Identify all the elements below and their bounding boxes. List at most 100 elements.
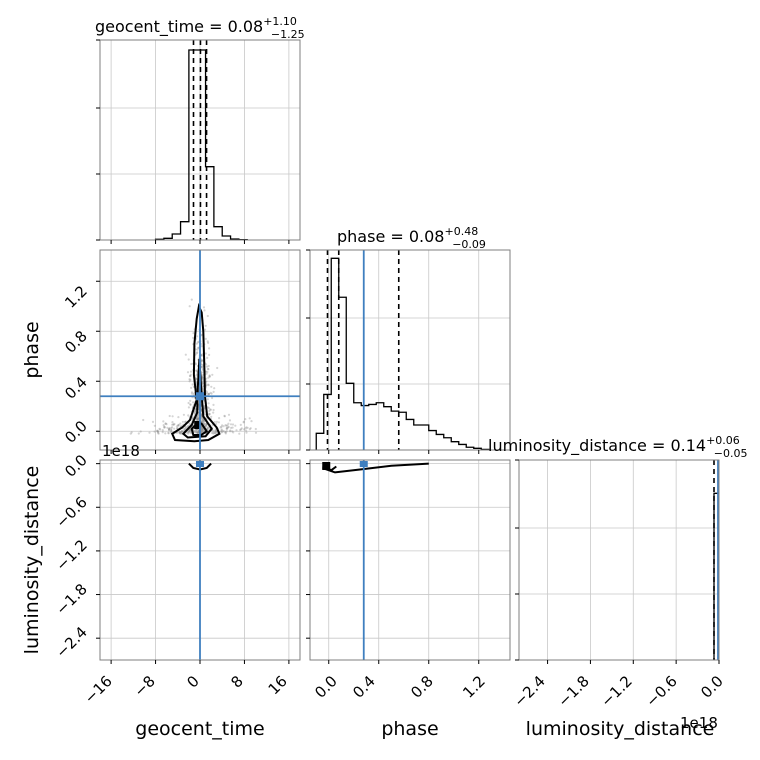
scatter-point [200,345,203,348]
scatter-point [187,358,190,361]
scatter-point [206,426,209,430]
scatter-point [173,427,176,430]
scatter-point [204,425,207,428]
title-geocent-time: geocent_time = 0.08+1.10 −1.25 [95,15,305,41]
scatter-point [177,424,180,427]
scatter-point [171,426,174,429]
scatter-point [168,426,171,430]
scatter-point [225,427,228,430]
scatter-point [205,372,208,375]
scatter-point [208,412,211,416]
scatter-point [163,426,166,429]
scatter-point [189,378,192,381]
scatter-point [181,430,184,433]
scatter-point [196,418,200,421]
scatter-point [244,429,248,432]
scatter-point [184,353,187,356]
scatter-point [206,398,209,401]
scatter-point [204,424,207,428]
scatter-point [229,430,232,433]
scatter-point [227,426,230,429]
scatter-point [193,431,196,434]
scatter-point [202,306,206,309]
scatter-point [207,341,210,344]
scatter-point [192,332,195,335]
scatter-point [164,422,167,425]
scatter-point [204,352,207,355]
scatter-point [171,423,174,426]
scatter-point [181,420,184,423]
scatter-point [215,422,218,425]
scatter-point [227,425,230,429]
scatter-point [207,426,210,429]
scatter-point [206,340,209,343]
scatter-point [156,430,159,433]
scatter-point [214,431,217,434]
scatter-point [220,431,223,434]
scatter-point [195,428,198,431]
scatter-point [188,430,191,433]
scatter-point [205,390,208,393]
scatter-point [186,424,189,428]
scatter-point [190,386,193,389]
scatter-point [189,431,193,435]
scatter-point [193,430,196,433]
scatter-point [224,432,227,435]
scatter-point [172,423,175,426]
scatter-point [163,426,166,429]
scatter-point [187,430,190,433]
scatter-point [205,363,208,366]
scatter-point [167,432,170,435]
scatter-point [177,416,180,419]
scatter-point [173,422,176,426]
scatter-point [200,354,204,357]
scatter-point [195,381,198,384]
scatter-point [189,403,192,406]
scatter-point [219,430,223,433]
scatter-point [195,418,198,422]
scatter-point [200,371,203,374]
scatter-point [200,359,203,362]
scatter-point [201,360,204,363]
scatter-point [206,367,210,370]
scatter-point [210,431,214,435]
ytick-luminosity-distance: −2.4 [52,623,90,661]
scatter-point [194,377,198,380]
scatter-point [215,420,218,423]
scatter-point [153,430,156,433]
scatter-point [189,373,192,376]
scatter-point [242,421,245,424]
scatter-point [195,374,198,377]
scatter-point [225,424,228,427]
scatter-point [176,427,179,430]
title-phase: phase = 0.08+0.48 −0.09 [337,225,486,251]
scatter-point [201,429,204,433]
scatter-point [208,375,211,378]
scatter-point [207,368,210,371]
scatter-point [183,428,186,431]
scatter-point [208,353,211,356]
panel-frame [309,459,511,661]
tick-marks [96,39,720,664]
scatter-point [170,429,173,432]
scatter-point [206,356,209,359]
scatter-point [211,396,214,400]
scatter-point [220,428,223,431]
scatter-point [188,428,192,432]
scatter-point [157,432,160,435]
scatter-point [180,431,183,434]
scatter-point [201,429,204,432]
scatter-point [201,427,204,430]
scatter-point [203,422,206,425]
scatter-point [223,415,226,418]
scatter-point [201,377,204,380]
scatter-point [200,426,203,429]
scatter-point [201,382,204,385]
scatter-point [188,305,191,308]
ylabel-luminosity-distance: luminosity_distance [21,466,43,655]
scatter-point [178,431,181,434]
scatter-point [188,431,191,434]
scatter-point [196,418,199,421]
scatter-point [189,370,193,373]
scatter-point [167,431,170,434]
